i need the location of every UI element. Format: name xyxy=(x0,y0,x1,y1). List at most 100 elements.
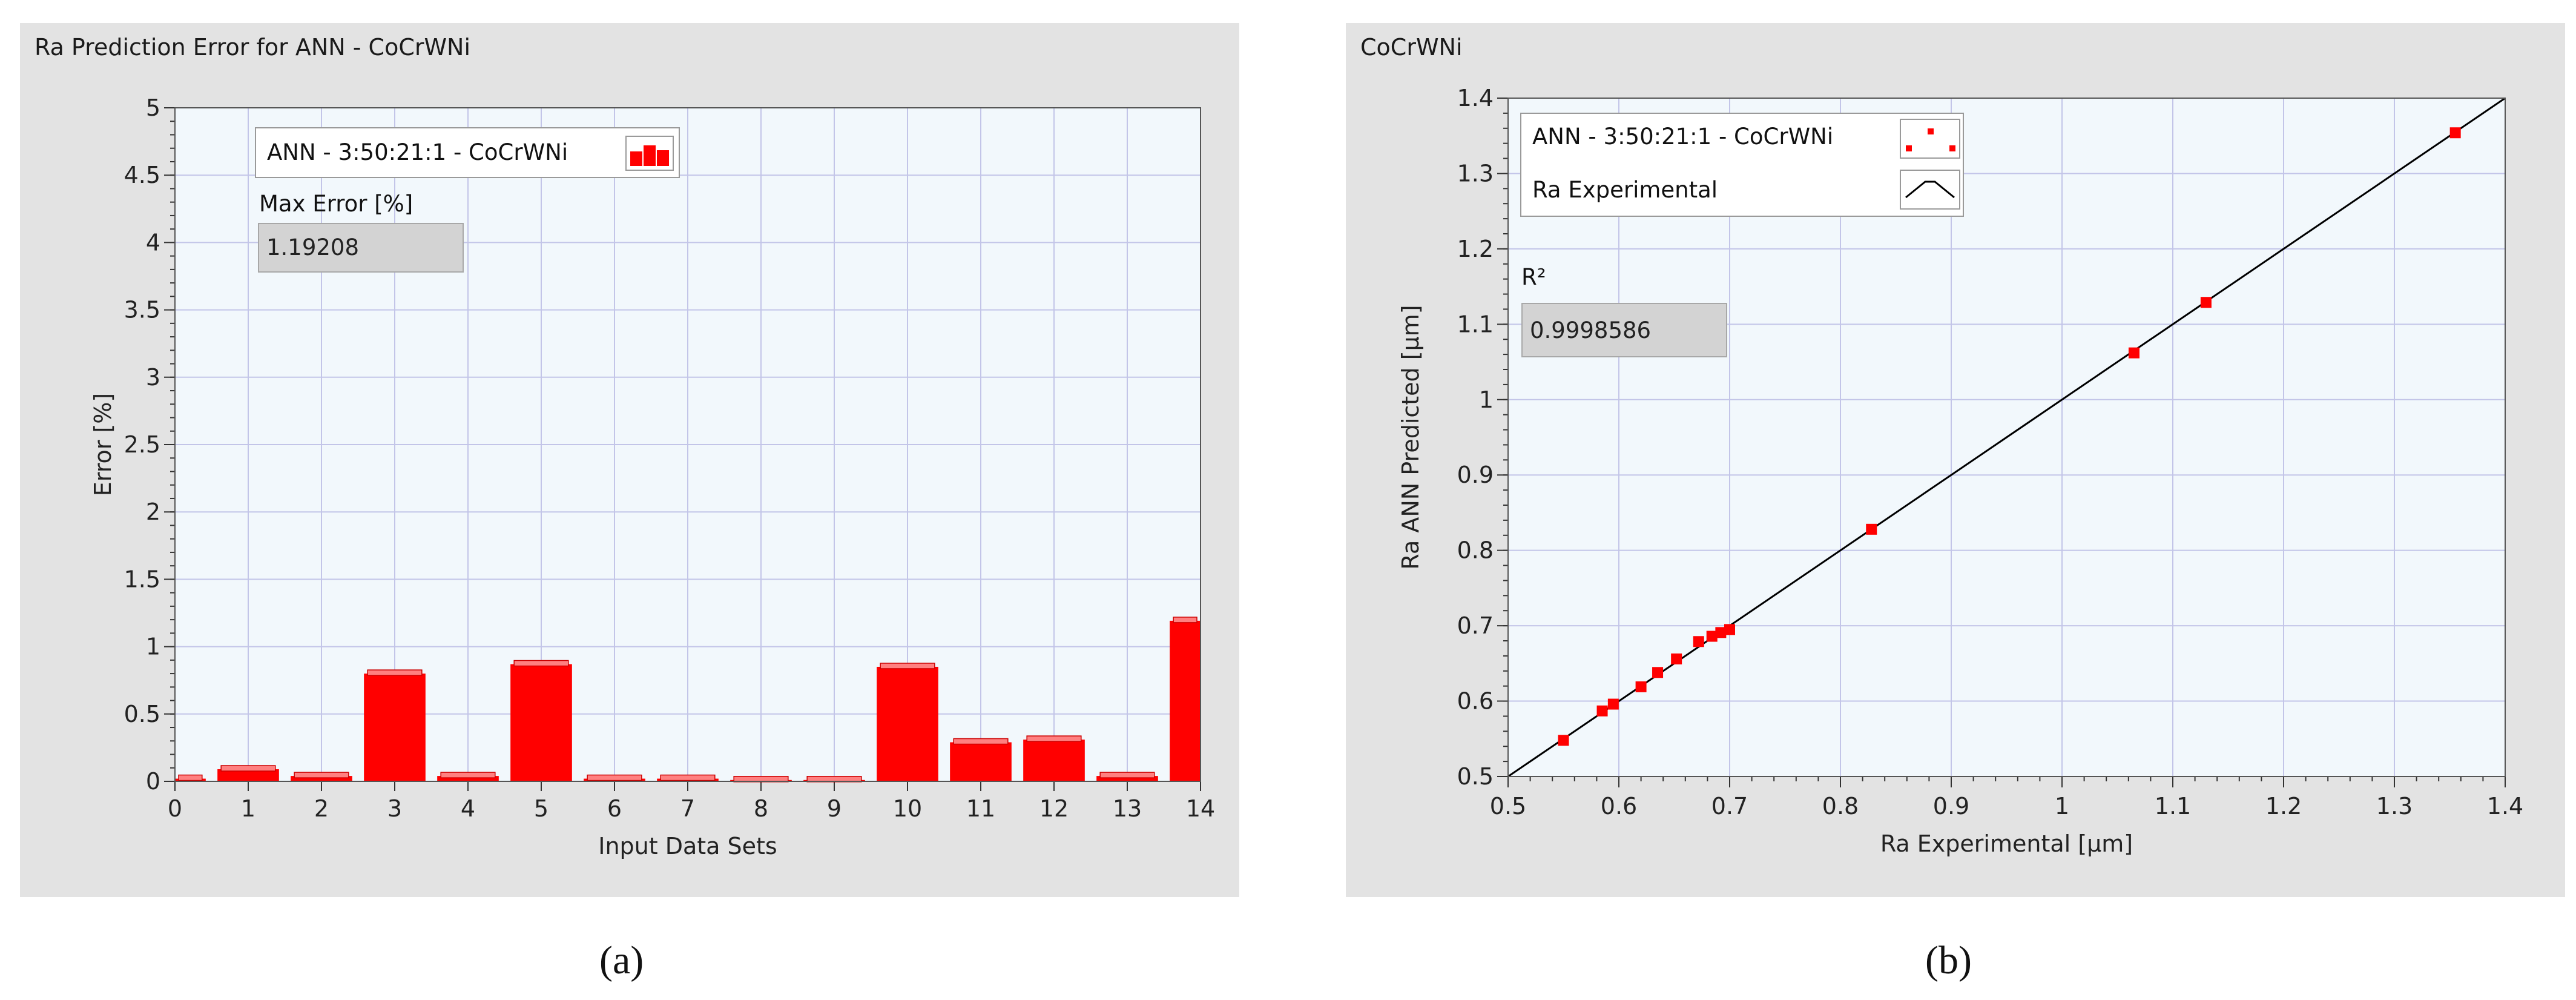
data-point xyxy=(1693,636,1704,647)
bar-cap xyxy=(294,772,349,778)
x-tick-label: 0.7 xyxy=(1711,793,1748,820)
legend-label-experimental: Ra Experimental xyxy=(1532,177,1718,203)
chart-legend[interactable]: ANN - 3:50:21:1 - CoCrWNi Ra Experimenta… xyxy=(1520,113,1964,217)
y-tick-label: 1 xyxy=(146,634,160,660)
y-tick-label: 0 xyxy=(146,768,160,795)
data-point xyxy=(1596,705,1608,717)
x-tick-label: 1 xyxy=(241,795,255,822)
bar-cap xyxy=(1099,772,1155,778)
x-tick-label: 8 xyxy=(754,795,768,822)
r-squared-label: R² xyxy=(1521,264,1546,290)
x-tick-label: 0.9 xyxy=(1933,793,1969,820)
y-tick-label: 0.9 xyxy=(1457,462,1494,488)
y-tick-label: 1.5 xyxy=(124,566,160,592)
bar-cap xyxy=(953,738,1009,745)
scatter-points-icon xyxy=(1900,119,1960,159)
data-point xyxy=(1607,698,1619,710)
bar-cap xyxy=(880,663,935,669)
x-tick-label: 6 xyxy=(607,795,622,822)
x-tick-label: 14 xyxy=(1186,795,1215,822)
bar-cap xyxy=(440,772,496,778)
error-bar-chart: 00.511.522.533.544.550 1 2 3 4 5 6 7 8 9 10 11 12 13 1… xyxy=(90,94,1215,859)
y-tick-label: 1.1 xyxy=(1457,311,1494,337)
plot-border xyxy=(174,107,1201,782)
x-tick-label: 1.3 xyxy=(2376,793,2413,820)
y-tick-label: 0.6 xyxy=(1457,688,1494,715)
chart-legend[interactable]: ANN - 3:50:21:1 - CoCrWNi xyxy=(255,127,680,178)
bar-cap xyxy=(587,774,642,781)
x-tick-label: 10 xyxy=(893,795,922,822)
data-point xyxy=(1724,624,1735,635)
chart-panel-b: CoCrWNi 0.5 0.6 0.7 0.8 0.9 1 1.1 1.2 1.3 1.4 0.5 0… xyxy=(1346,23,2565,897)
bar-cap xyxy=(220,765,276,772)
x-tick-label: 1.2 xyxy=(2265,793,2302,820)
bar xyxy=(1096,776,1158,781)
plot-border xyxy=(1507,98,2506,777)
caption-b: (b) xyxy=(1925,938,1972,982)
bar-cap xyxy=(660,774,716,781)
bar-cap xyxy=(513,660,569,667)
y-tick-label: 1.4 xyxy=(1457,85,1494,111)
y-tick-label: 3 xyxy=(146,364,160,391)
max-error-indicator: 1.19208 xyxy=(258,223,464,273)
y-tick-label: 1 xyxy=(1479,386,1494,413)
y-tick-label: 1.2 xyxy=(1457,236,1494,262)
data-point xyxy=(1715,627,1727,638)
y-tick-label: 2 xyxy=(146,498,160,525)
y-tick-label: 0.7 xyxy=(1457,612,1494,639)
bar-cap xyxy=(1026,735,1082,742)
r-squared-indicator: 0.9998586 xyxy=(1521,303,1727,357)
legend-label-ann: ANN - 3:50:21:1 - CoCrWNi xyxy=(1532,124,1834,150)
x-tick-label: 11 xyxy=(966,795,995,822)
data-point xyxy=(1866,523,1877,535)
caption-a: (a) xyxy=(599,938,644,982)
y-axis-title: Error [%] xyxy=(90,393,116,496)
x-tick-label: 0 xyxy=(168,795,182,822)
data-point xyxy=(1652,667,1664,678)
legend-label: ANN - 3:50:21:1 - CoCrWNi xyxy=(267,139,568,165)
x-tick-label: 5 xyxy=(534,795,548,822)
y-tick-label: 2.5 xyxy=(124,431,160,458)
y-tick-label: 4.5 xyxy=(124,162,160,188)
x-tick-label: 13 xyxy=(1113,795,1142,822)
y-tick-label: 1.3 xyxy=(1457,160,1494,187)
bar-plot-icon xyxy=(625,136,674,171)
line-plot-icon xyxy=(1900,170,1960,210)
x-tick-label: 9 xyxy=(827,795,842,822)
x-tick-label: 7 xyxy=(680,795,695,822)
x-tick-label: 0.5 xyxy=(1490,793,1526,820)
chart-title: Ra Prediction Error for ANN - CoCrWNi xyxy=(35,34,471,61)
max-error-label: Max Error [%] xyxy=(259,191,413,217)
bar xyxy=(437,776,499,781)
data-point xyxy=(2128,347,2140,359)
data-point xyxy=(1558,735,1569,746)
y-tick-label: 3.5 xyxy=(124,297,160,323)
chart-title: CoCrWNi xyxy=(1360,34,1463,61)
y-tick-label: 0.8 xyxy=(1457,537,1494,564)
x-axis-title: Ra Experimental [µm] xyxy=(1880,830,2133,857)
bar xyxy=(291,776,352,781)
x-tick-label: 4 xyxy=(461,795,475,822)
data-point xyxy=(1706,631,1718,642)
y-tick-label: 5 xyxy=(146,94,160,121)
bar-cap xyxy=(367,669,423,676)
x-tick-label: 1.4 xyxy=(2487,793,2523,820)
x-tick-label: 12 xyxy=(1039,795,1069,822)
bar xyxy=(950,742,1012,781)
data-point xyxy=(2449,127,2461,139)
bar-cap xyxy=(1173,617,1197,623)
x-tick-label: 3 xyxy=(387,795,402,822)
y-tick-label: 0.5 xyxy=(1457,763,1494,790)
x-tick-label: 0.6 xyxy=(1601,793,1637,820)
bar-cap xyxy=(178,774,203,781)
bar xyxy=(217,769,279,781)
bar xyxy=(877,666,938,781)
x-tick-label: 1.1 xyxy=(2155,793,2191,820)
x-tick-label: 1 xyxy=(2055,793,2069,820)
bar xyxy=(1023,740,1085,781)
data-point xyxy=(1671,653,1682,664)
data-point xyxy=(1635,681,1647,692)
bar xyxy=(510,664,572,781)
y-axis-title: Ra ANN Predicted [µm] xyxy=(1397,305,1424,569)
